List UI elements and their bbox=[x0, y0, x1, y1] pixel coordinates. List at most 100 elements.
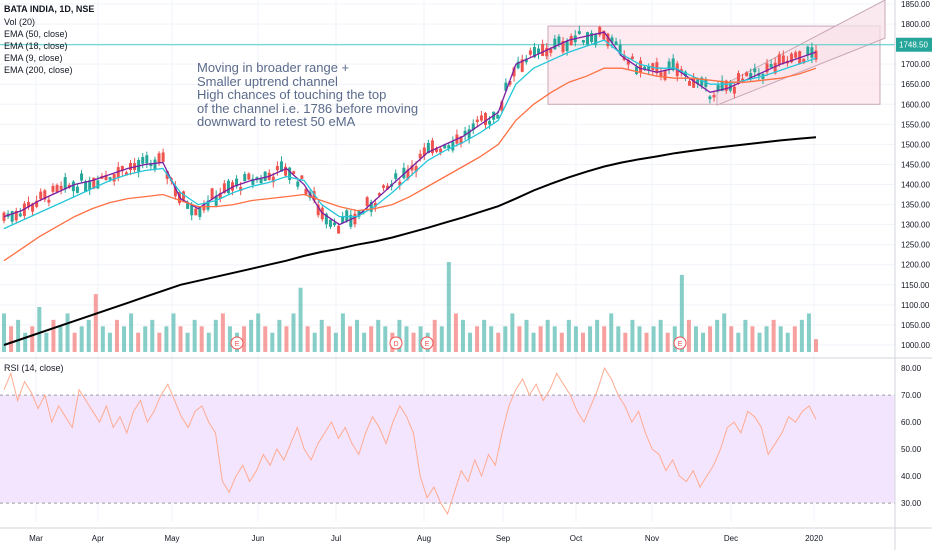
candle-body bbox=[414, 166, 418, 172]
candle-body bbox=[520, 59, 524, 72]
candle-body bbox=[418, 153, 422, 159]
volume-bar bbox=[86, 319, 91, 352]
candle-body bbox=[732, 86, 736, 94]
time-tick-label: 2020 bbox=[805, 534, 823, 543]
candle-body bbox=[373, 202, 377, 207]
volume-bar bbox=[799, 319, 804, 352]
candle-body bbox=[112, 174, 116, 182]
volume-bar bbox=[503, 326, 508, 352]
candle-body bbox=[537, 48, 541, 54]
candle-body bbox=[47, 199, 51, 203]
volume-bar bbox=[220, 313, 225, 352]
candle-body bbox=[528, 50, 532, 55]
volume-bar bbox=[602, 326, 607, 352]
candle-body bbox=[43, 190, 47, 200]
candle-body bbox=[459, 136, 463, 145]
volume-bar bbox=[347, 326, 352, 352]
candle-body bbox=[357, 210, 361, 217]
candle-body bbox=[426, 142, 430, 154]
volume-bar bbox=[319, 319, 324, 352]
candle-body bbox=[610, 37, 614, 43]
candle-body bbox=[488, 120, 492, 125]
candle-body bbox=[145, 155, 149, 164]
candle-body bbox=[716, 85, 720, 92]
ema200-line bbox=[3, 136, 817, 346]
candle-body bbox=[471, 123, 475, 130]
volume-bar bbox=[468, 332, 473, 352]
candle-body bbox=[292, 171, 296, 174]
volume-bar bbox=[192, 319, 197, 352]
price-tick-label: 1600.00 bbox=[901, 100, 930, 109]
candle-body bbox=[402, 167, 406, 179]
time-tick-label: Apr bbox=[92, 534, 105, 543]
candle-body bbox=[439, 148, 443, 153]
candle-body bbox=[753, 68, 757, 73]
candle-body bbox=[210, 188, 214, 200]
price-tick-label: 1350.00 bbox=[901, 201, 930, 210]
candle-body bbox=[614, 41, 618, 46]
volume-bar bbox=[129, 313, 134, 352]
volume-bar bbox=[750, 326, 755, 352]
candle-body bbox=[769, 63, 773, 68]
price-tag-bg bbox=[896, 37, 932, 52]
candle-body bbox=[251, 178, 255, 185]
candle-body bbox=[324, 213, 328, 225]
event-marker bbox=[420, 336, 434, 350]
annotation-line: downward to retest 50 eMA bbox=[197, 114, 356, 129]
candle-body bbox=[569, 36, 573, 45]
candle-body bbox=[300, 175, 304, 179]
candle-body bbox=[618, 44, 622, 54]
candle-body bbox=[581, 40, 585, 43]
event-marker bbox=[673, 336, 687, 350]
candle-body bbox=[108, 177, 112, 180]
candle-body bbox=[35, 200, 39, 207]
volume-bar bbox=[552, 326, 557, 352]
volume-bar bbox=[178, 326, 183, 352]
volume-bar bbox=[355, 319, 360, 352]
candle-body bbox=[304, 188, 308, 195]
volume-bar bbox=[9, 326, 14, 352]
price-tick-label: 1400.00 bbox=[901, 181, 930, 190]
candle-body bbox=[483, 113, 487, 126]
candle-body bbox=[777, 54, 781, 65]
candle-body bbox=[239, 187, 243, 191]
volume-bar bbox=[199, 326, 204, 352]
candle-body bbox=[810, 47, 814, 58]
candle-body bbox=[18, 213, 22, 217]
time-tick-label: Dec bbox=[724, 534, 738, 543]
volume-bar bbox=[284, 326, 289, 352]
candle-body bbox=[594, 34, 598, 45]
candle-body bbox=[222, 183, 226, 194]
rsi-tick-label: 50.00 bbox=[901, 445, 922, 454]
volume-bar bbox=[30, 326, 35, 352]
volume-bar bbox=[580, 332, 585, 352]
time-tick-label: Jun bbox=[252, 534, 265, 543]
candle-body bbox=[218, 192, 222, 199]
candle-body bbox=[671, 58, 675, 71]
candle-body bbox=[312, 191, 316, 201]
volume-bar bbox=[143, 326, 148, 352]
candle-body bbox=[198, 206, 202, 217]
volume-bar bbox=[150, 319, 155, 352]
rsi-band bbox=[0, 395, 895, 504]
volume-bar bbox=[263, 326, 268, 352]
rsi-tick-label: 40.00 bbox=[901, 472, 922, 481]
candle-body bbox=[553, 38, 557, 50]
price-tick-label: 1300.00 bbox=[901, 221, 930, 230]
volume-bar bbox=[340, 313, 345, 352]
time-tick-label: Aug bbox=[417, 534, 431, 543]
volume-bar bbox=[383, 326, 388, 352]
candle-body bbox=[275, 166, 279, 171]
volume-bar bbox=[785, 332, 790, 352]
volume-bar bbox=[397, 319, 402, 352]
candle-body bbox=[430, 140, 434, 154]
candle-body bbox=[561, 41, 565, 53]
legend-ema50: EMA (50, close) bbox=[4, 29, 68, 39]
candle-body bbox=[565, 40, 569, 52]
candle-body bbox=[663, 69, 667, 80]
candle-body bbox=[14, 210, 18, 221]
candle-body bbox=[173, 186, 177, 197]
volume-bar bbox=[432, 319, 437, 352]
